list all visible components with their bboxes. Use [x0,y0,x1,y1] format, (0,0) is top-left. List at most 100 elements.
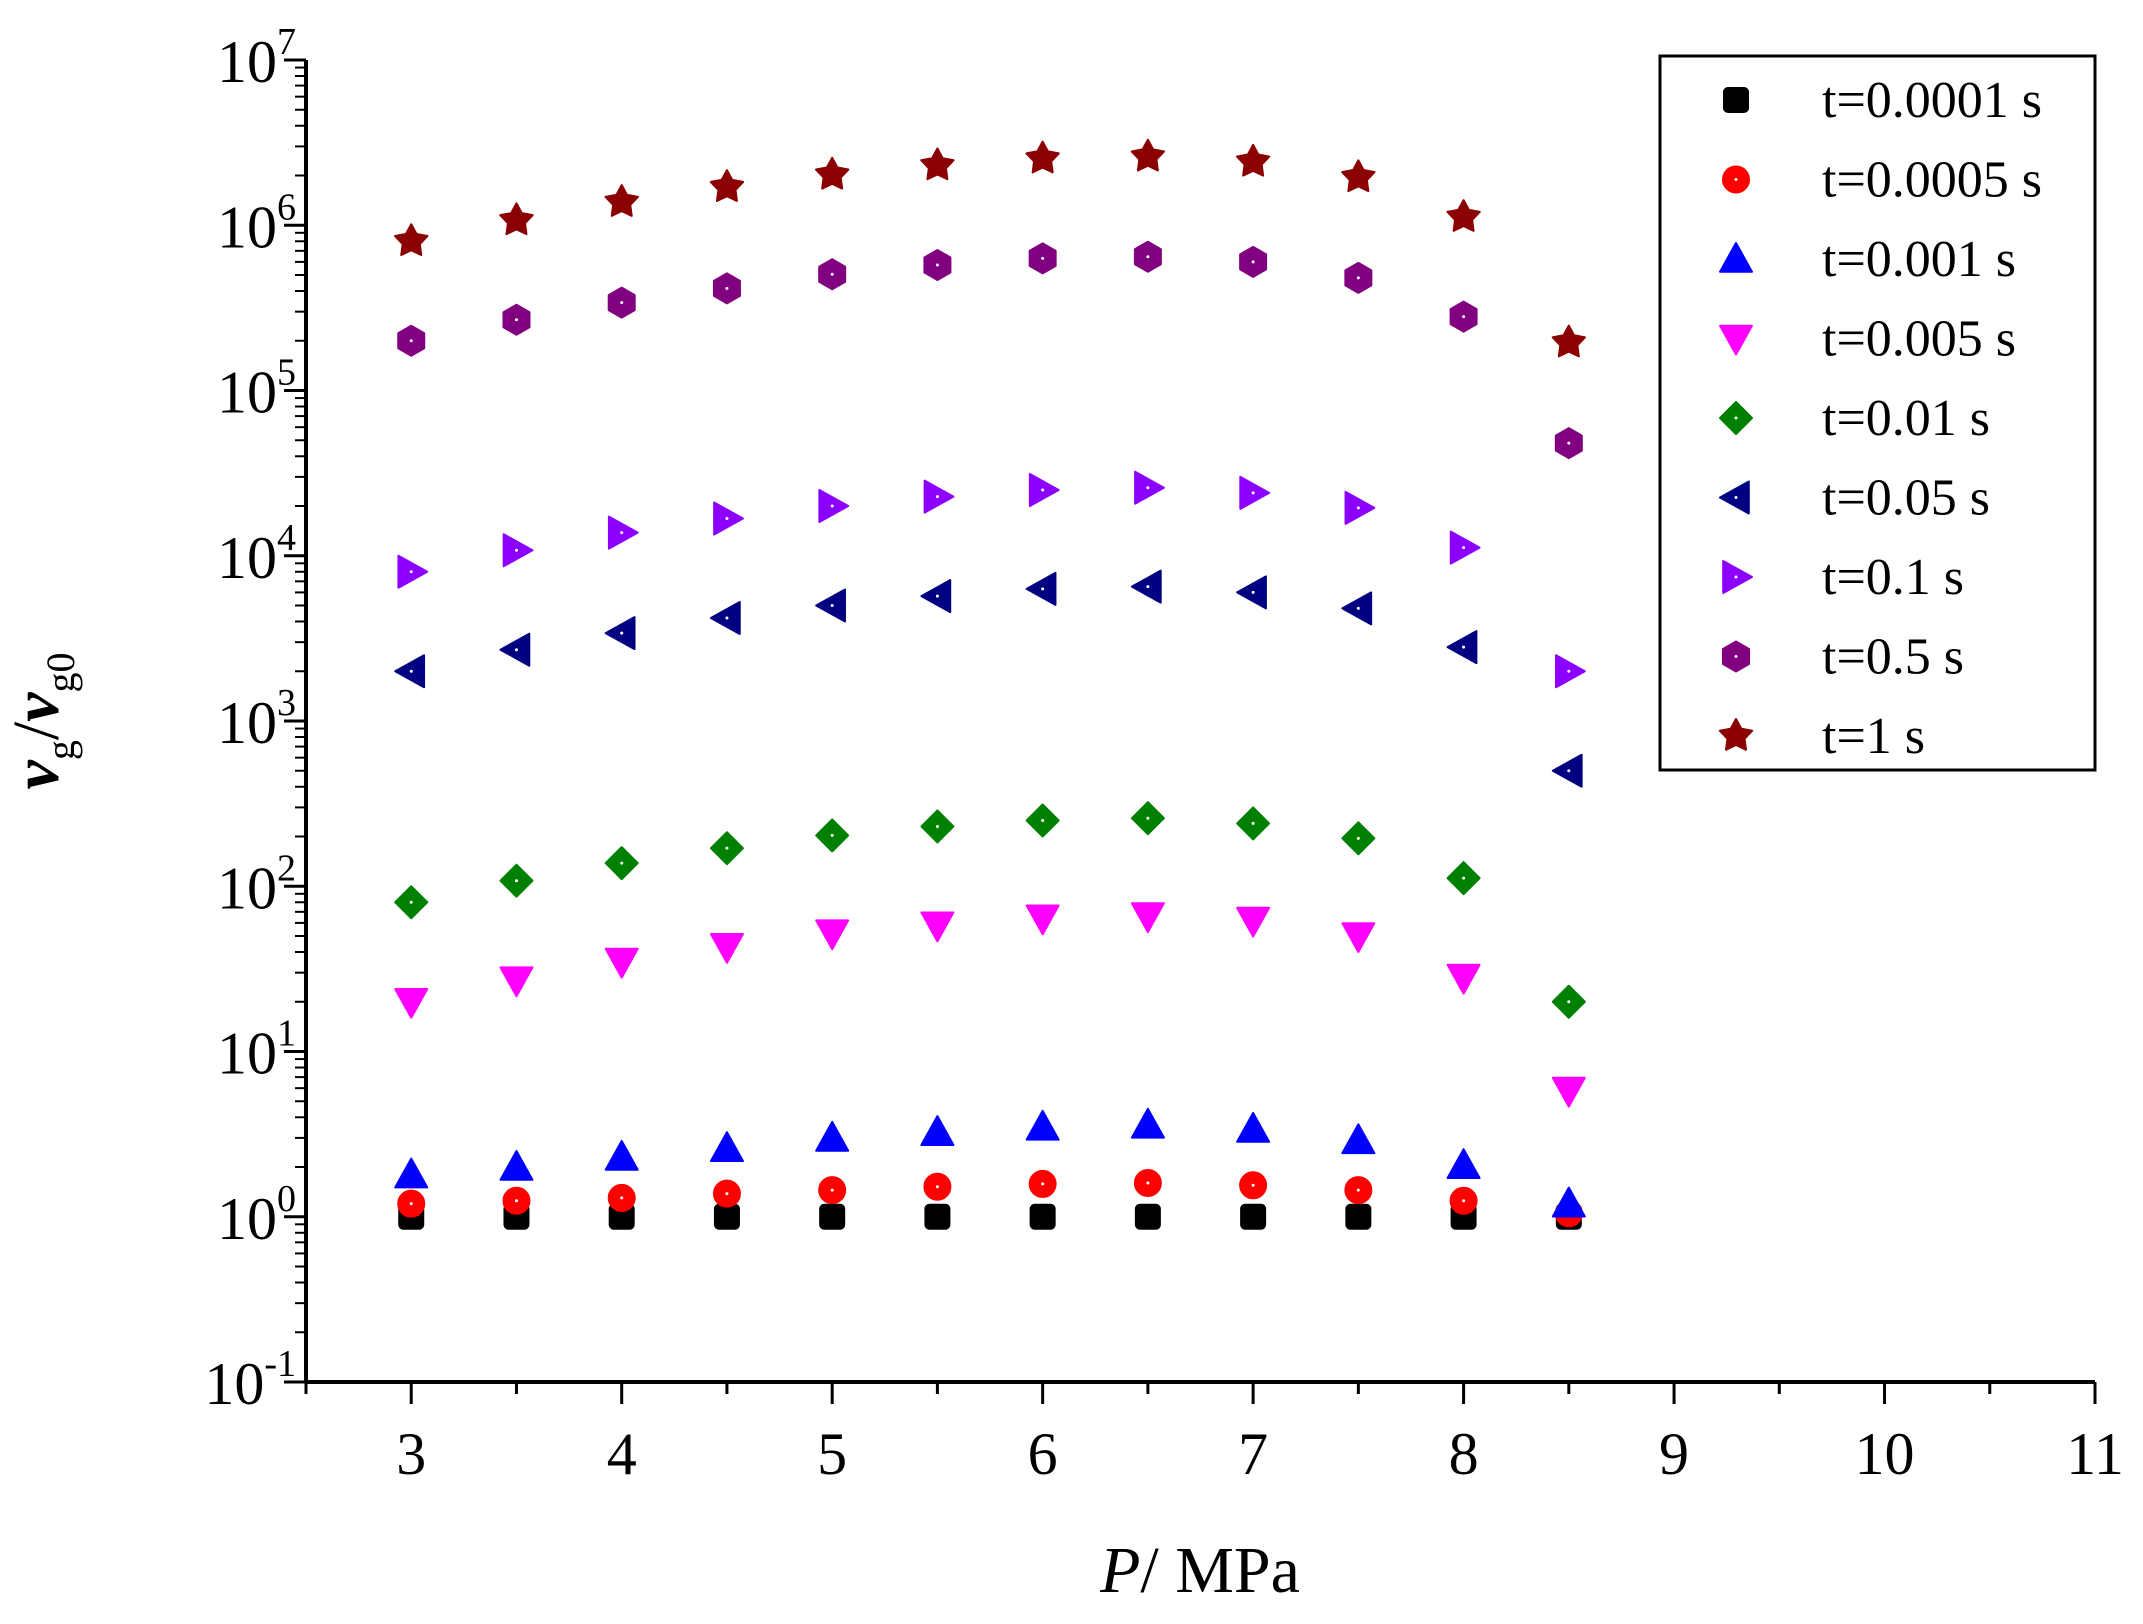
data-point-dot [1356,836,1360,840]
x-tick-label: 10 [1855,1421,1915,1487]
data-point-dot [1462,546,1466,550]
y-tick-label: 104 [217,517,296,591]
data-point-dot [1251,1183,1255,1187]
data-point [1025,571,1057,606]
data-point-dot [1567,1000,1571,1004]
legend-label: t=0.001 s [1822,231,2016,288]
legend-marker [1722,560,1753,594]
data-point-dot [725,1192,729,1196]
data-point-dot [1356,1188,1360,1192]
series-7 [397,240,1583,460]
data-point [394,223,429,257]
data-point [819,1203,846,1230]
data-point [709,933,744,964]
y-tick-label: 107 [217,21,296,95]
data-point-dot [1041,818,1045,822]
data-point [1029,1203,1056,1230]
y-axis-title-sub1: g [38,740,83,760]
data-point [1446,199,1481,232]
data-point-dot [1356,506,1360,510]
data-point [815,156,850,190]
data-point-dot [830,603,834,607]
data-point [1449,530,1481,565]
data-point [1551,753,1583,788]
data-point [1236,1111,1271,1143]
data-point-dot [1041,1182,1045,1186]
data-point-dot [1146,1181,1150,1185]
legend-label: t=0.05 s [1822,470,1990,527]
data-point-dot [1251,821,1255,825]
data-point [815,588,846,623]
legend-label: t=0.01 s [1822,390,1990,447]
data-point [502,533,534,568]
legend-marker [1719,480,1750,515]
data-point-dot [1041,587,1045,591]
y-tick-label: 103 [217,682,296,756]
data-point [713,1203,740,1230]
data-points [394,138,1586,1230]
data-point-dot [409,1202,413,1206]
series-4 [394,801,1586,1019]
data-point-dot [620,631,624,635]
x-tick-label: 5 [817,1421,847,1487]
data-point [1446,1148,1481,1180]
legend-label: t=0.1 s [1822,549,1964,606]
data-point-dot [1356,606,1360,610]
data-point-dot [620,861,624,865]
data-point [1025,140,1060,174]
data-point-dot [1462,876,1466,880]
data-point-dot [1462,315,1466,319]
legend-marker-dot [1734,178,1738,181]
x-tick-label: 7 [1238,1421,1268,1487]
data-point [1025,904,1060,936]
legend-marker [1718,718,1754,751]
data-point [394,987,429,1019]
data-point [924,1203,951,1230]
data-point-dot [409,669,413,673]
x-tick-label: 8 [1449,1421,1479,1487]
data-point [1134,470,1165,505]
data-point-dot [409,570,413,574]
data-point [499,1150,534,1181]
series-1 [397,1169,1583,1228]
data-point [920,911,955,943]
x-axis-title: P/ MPa [1099,1534,1300,1607]
data-point-dot [830,833,834,837]
legend-marker [1719,242,1753,273]
data-point [604,616,636,651]
legend-label: t=0.0001 s [1822,72,2042,129]
x-tick-label: 3 [396,1421,426,1487]
data-point-dot [1356,276,1360,280]
data-point [1341,159,1376,193]
data-point [818,489,850,524]
data-point-dot [830,272,834,276]
legend: t=0.0001 s t=0.0005 s t=0.001 s t=0.005 s t=… [1658,54,2097,772]
x-tick-label: 4 [607,1421,637,1487]
data-point-dot [1567,441,1571,445]
data-point-dot [620,301,624,305]
series-8 [394,138,1586,358]
series-5 [394,569,1583,788]
data-point [1236,575,1267,610]
data-point [815,919,850,951]
data-point-dot [830,1188,834,1192]
legend-marker-dot [1734,655,1738,658]
legend-marker-dot [1734,416,1738,420]
data-point [1341,922,1376,953]
legend-marker [1719,324,1753,356]
data-point-dot [935,495,939,499]
data-point [397,554,429,589]
legend-label: t=0.005 s [1822,311,2016,368]
data-point [1551,1076,1586,1108]
data-point [1341,1123,1376,1155]
data-point [1130,138,1166,172]
data-point-dot [935,824,939,828]
data-point [1446,630,1478,665]
data-point-dot [1462,645,1466,649]
y-tick-label: 101 [217,1013,296,1087]
data-point-dot [1041,256,1045,260]
data-point-dot [725,846,729,850]
data-point-dot [514,648,518,652]
series-6 [397,470,1586,689]
data-point [1551,324,1586,358]
